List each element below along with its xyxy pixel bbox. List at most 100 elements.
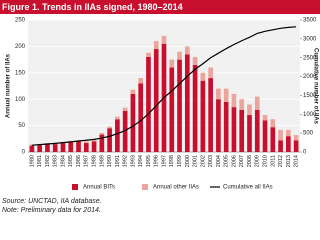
bar	[278, 129, 283, 141]
x-tick-label: 1990	[107, 155, 113, 167]
x-tick-label: 1981	[37, 155, 43, 167]
x-tick-label: 2004	[216, 155, 222, 167]
bar	[184, 54, 190, 152]
bar	[231, 93, 237, 108]
bar	[286, 129, 291, 137]
bar	[138, 83, 144, 152]
bar	[138, 78, 144, 84]
x-tick-label: 1982	[45, 155, 51, 167]
bar	[216, 88, 221, 100]
bar	[200, 80, 206, 152]
bar	[130, 89, 136, 94]
source-note: Source: UNCTAD, IIA database.	[2, 198, 102, 205]
x-tick-label: 2007	[239, 155, 245, 167]
y2-axis-label: Cumulative number of IIAs	[312, 48, 318, 125]
legend-label: Annual BITs	[83, 185, 115, 191]
bar	[293, 135, 299, 141]
x-tick-label: 2010	[262, 155, 268, 167]
y2-tick-label: 500	[303, 131, 314, 137]
bar	[107, 128, 112, 152]
bar	[192, 56, 198, 65]
y-axis-label: Annual number of IIAs	[6, 53, 12, 118]
x-tick-label: 2008	[247, 155, 253, 167]
bar	[115, 119, 120, 152]
x-tick-label: 1995	[146, 155, 152, 167]
bar	[29, 145, 35, 152]
bar	[130, 93, 136, 152]
bar	[208, 67, 213, 79]
x-tick-label: 1989	[99, 155, 105, 167]
bar	[153, 49, 159, 152]
bar	[184, 46, 190, 55]
bar	[239, 109, 245, 152]
bar	[192, 64, 198, 152]
bar	[91, 139, 97, 142]
x-tick-label: 1986	[76, 155, 82, 167]
y2-tick-label: 3000	[303, 36, 317, 42]
bar	[169, 59, 175, 68]
x-tick-label: 1987	[84, 155, 90, 167]
x-tick-label: 1988	[92, 155, 98, 167]
y-tick-label: 200	[15, 44, 26, 50]
bar	[254, 96, 260, 110]
y-tick-label: 50	[18, 123, 25, 129]
y2-tick-label: 2000	[303, 74, 317, 80]
bar	[76, 141, 81, 152]
y-tick-label: 100	[15, 97, 26, 103]
y-tick-label: 250	[15, 18, 26, 24]
note: Note: Preliminary data for 2014.	[2, 207, 101, 214]
bar	[122, 110, 128, 152]
x-tick-label: 1993	[130, 155, 136, 167]
x-tick-label: 1999	[177, 155, 183, 167]
x-tick-label: 1992	[123, 155, 129, 167]
bar	[177, 51, 182, 60]
y2-tick-label: 3500	[303, 18, 317, 24]
x-tick-label: 2005	[224, 155, 230, 167]
x-tick-label: 1980	[29, 155, 35, 167]
bar	[37, 145, 42, 152]
y2-tick-label: 1500	[303, 93, 317, 99]
x-tick-label: 2003	[208, 155, 214, 167]
bar	[177, 59, 182, 152]
bar	[146, 52, 151, 57]
legend-label: Annual other IIAs	[153, 185, 199, 191]
x-tick-label: 2001	[193, 155, 199, 167]
bar	[83, 141, 89, 144]
x-tick-label: 1996	[154, 155, 160, 167]
chart-title: Figure 1. Trends in IIAs signed, 1980–20…	[2, 2, 183, 12]
bar	[99, 132, 105, 135]
bar	[208, 78, 213, 152]
y-tick-label: 150	[15, 70, 26, 76]
x-tick-label: 1994	[138, 155, 144, 167]
x-tick-label: 2013	[286, 155, 292, 167]
x-tick-label: 1983	[53, 155, 59, 167]
legend-swatch	[72, 184, 78, 190]
bar	[223, 101, 229, 152]
bar	[247, 115, 252, 152]
bar	[99, 134, 105, 152]
legend-swatch	[142, 184, 148, 190]
bar	[231, 107, 237, 152]
bar	[278, 140, 283, 152]
bar	[146, 56, 151, 152]
bar	[45, 144, 50, 152]
x-tick-label: 2012	[278, 155, 284, 167]
x-tick-label: 1997	[161, 155, 167, 167]
x-tick-label: 2006	[231, 155, 237, 167]
y2-tick-label: 1000	[303, 112, 317, 118]
x-tick-label: 2011	[270, 155, 276, 167]
x-tick-label: 1998	[169, 155, 175, 167]
bar	[270, 119, 276, 128]
title-banner	[0, 0, 320, 14]
bar	[200, 72, 206, 81]
bar	[293, 140, 299, 152]
x-tick-label: 1991	[115, 155, 121, 167]
bar	[169, 67, 175, 152]
x-tick-label: 1984	[60, 155, 66, 167]
bar	[270, 127, 276, 152]
x-tick-label: 2014	[294, 155, 300, 167]
x-tick-label: 2000	[185, 155, 191, 167]
bar	[52, 144, 58, 152]
bar	[247, 104, 252, 116]
bar	[262, 115, 268, 121]
